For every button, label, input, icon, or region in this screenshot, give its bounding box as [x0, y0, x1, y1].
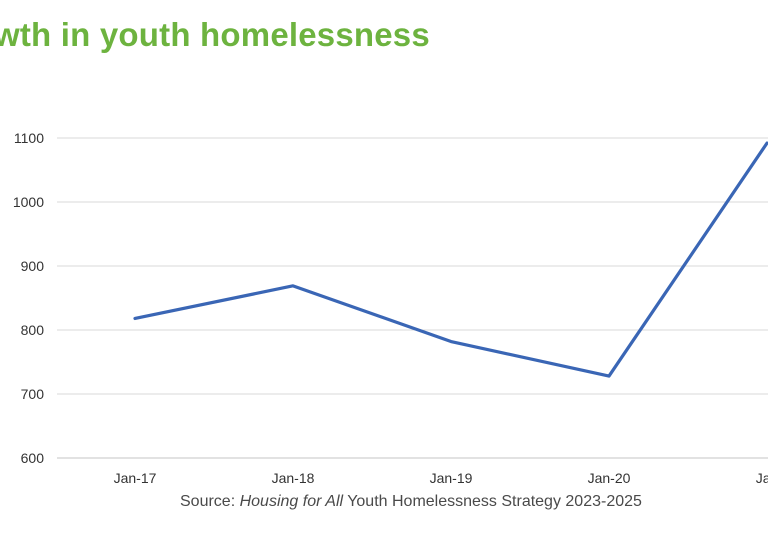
y-tick-label-600: 600	[21, 450, 45, 466]
y-tick-label-700: 700	[21, 386, 45, 402]
x-tick-label-1: Jan-18	[272, 470, 315, 486]
x-tick-label-4: Jan	[756, 470, 768, 486]
y-tick-label-1000: 1000	[13, 194, 44, 210]
source-italic-title: Housing for All	[239, 493, 344, 510]
series-line-0	[133, 141, 768, 378]
chart-title: wth in youth homelessness	[0, 16, 430, 53]
source-note: Source: Housing for All Youth Homelessne…	[180, 493, 642, 511]
source-suffix: Youth Homelessness Strategy 2023-2025	[343, 493, 642, 510]
x-axis-tick-labels: Jan-17 Jan-18 Jan-19 Jan-20 Jan	[114, 470, 768, 486]
y-tick-label-900: 900	[21, 258, 45, 274]
gridlines	[57, 137, 768, 459]
x-tick-label-2: Jan-19	[430, 470, 473, 486]
x-tick-label-0: Jan-17	[114, 470, 157, 486]
y-tick-label-800: 800	[21, 322, 45, 338]
source-prefix: Source:	[180, 493, 240, 510]
y-tick-label-1100: 1100	[14, 130, 44, 146]
y-axis-tick-labels: 600 700 800 900 1000 1100	[13, 130, 44, 466]
data-series	[133, 141, 768, 378]
x-tick-label-3: Jan-20	[588, 470, 631, 486]
